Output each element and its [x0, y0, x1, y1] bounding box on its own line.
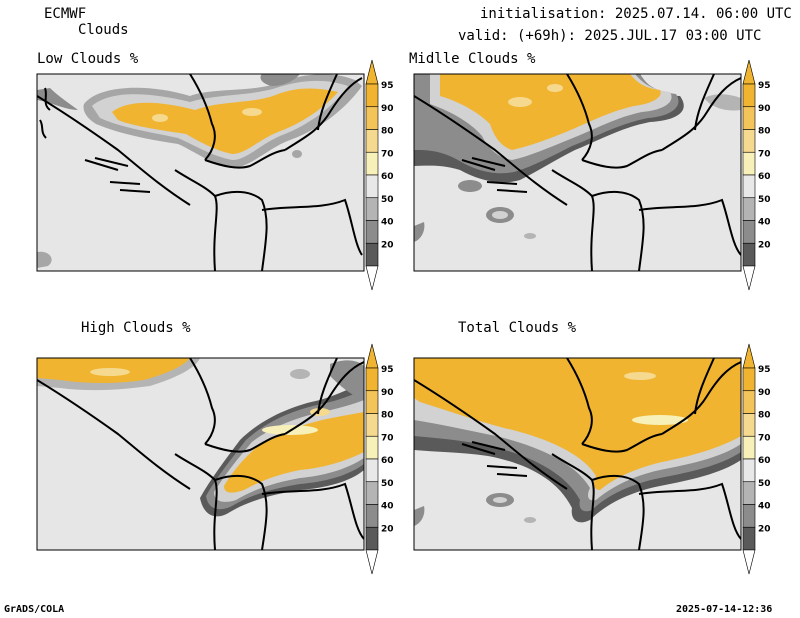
colorbar-tick-label: 20 — [381, 524, 394, 534]
colorbar-top-arrow — [742, 343, 756, 369]
colorbar-segment — [365, 174, 379, 199]
colorbar-top-arrow — [365, 343, 379, 369]
colorbar-bottom-arrow — [365, 549, 379, 575]
colorbar-segment — [365, 390, 379, 414]
colorbar-tick-label: 95 — [758, 365, 771, 375]
colorbar-segment — [742, 129, 756, 153]
colorbar-segment — [742, 367, 756, 392]
colorbar-tick-label: 80 — [758, 127, 771, 137]
colorbar-tick-label: 70 — [758, 149, 771, 159]
colorbar-total: 95 90 80 70 60 50 40 20 — [742, 343, 771, 575]
colorbar-tick-label: 90 — [381, 388, 394, 398]
colorbar-tick-label: 40 — [758, 218, 771, 228]
colorbar-segment — [365, 413, 379, 437]
colorbar-tick-label: 95 — [758, 81, 771, 91]
colorbar-tick-label: 70 — [758, 433, 771, 443]
colorbar-segment — [365, 367, 379, 392]
colorbar-segment — [742, 106, 756, 130]
colorbar-tick-label: 90 — [758, 104, 771, 114]
map-total-clouds — [414, 358, 741, 550]
colorbar-segment — [365, 504, 379, 528]
colorbar-tick-label: 80 — [381, 411, 394, 421]
colorbar-segment — [742, 504, 756, 528]
colorbar-tick-label: 50 — [758, 195, 771, 205]
colorbar-segment — [742, 413, 756, 437]
map-high-clouds — [37, 358, 364, 550]
colorbar-segment — [365, 151, 379, 176]
colorbar-tick-label: 80 — [758, 411, 771, 421]
colorbar-tick-label: 60 — [758, 172, 771, 182]
map-middle-clouds — [414, 74, 741, 271]
colorbar-top-arrow — [365, 59, 379, 85]
colorbar-middle: 95 90 80 70 60 50 40 20 — [742, 59, 771, 291]
colorbar-tick-label: 40 — [758, 502, 771, 512]
colorbar-tick-label: 20 — [381, 240, 394, 250]
colorbar-tick-label: 50 — [381, 195, 394, 205]
colorbar-segment — [742, 151, 756, 176]
product-name: Clouds — [78, 22, 129, 38]
colorbar-segment — [742, 174, 756, 199]
panel-title-high: High Clouds % — [81, 320, 191, 336]
panel-title-middle: Midlle Clouds % — [409, 51, 536, 67]
colorbar-tick-label: 60 — [758, 456, 771, 466]
colorbar-segment — [365, 481, 379, 505]
colorbar-tick-label: 40 — [381, 502, 394, 512]
initialisation-time: initialisation: 2025.07.14. 06:00 UTC — [480, 6, 792, 22]
colorbar-segment — [742, 481, 756, 505]
colorbar-tick-label: 90 — [758, 388, 771, 398]
colorbar-segment — [742, 390, 756, 414]
borders-high — [37, 358, 364, 550]
panel-title-total: Total Clouds % — [458, 320, 577, 336]
borders-total — [414, 358, 741, 550]
colorbar-tick-label: 95 — [381, 81, 394, 91]
colorbar-segment — [365, 435, 379, 460]
colorbar-segment — [742, 220, 756, 244]
colorbar-bottom-arrow — [365, 265, 379, 291]
colorbar-segment — [365, 242, 379, 267]
colorbar-segment — [365, 129, 379, 153]
colorbar-segment — [742, 242, 756, 267]
colorbar-tick-label: 40 — [381, 218, 394, 228]
colorbar-tick-label: 80 — [381, 127, 394, 137]
valid-time: valid: (+69h): 2025.JUL.17 03:00 UTC — [458, 28, 762, 44]
colorbar-tick-label: 95 — [381, 365, 394, 375]
colorbar-segment — [742, 526, 756, 551]
colorbar-bottom-arrow — [742, 265, 756, 291]
colorbar-top-arrow — [742, 59, 756, 85]
colorbar-segment — [365, 197, 379, 221]
colorbar-high: 95 90 80 70 60 50 40 20 — [365, 343, 394, 575]
colorbar-tick-label: 20 — [758, 240, 771, 250]
colorbar-tick-label: 20 — [758, 524, 771, 534]
colorbar-segment — [742, 197, 756, 221]
model-name: ECMWF — [44, 6, 87, 22]
colorbar-tick-label: 60 — [381, 456, 394, 466]
panel-title-low: Low Clouds % — [37, 51, 139, 67]
colorbar-segment — [365, 106, 379, 130]
map-low-clouds — [37, 74, 364, 271]
colorbar-tick-label: 50 — [758, 479, 771, 489]
borders-middle — [414, 74, 741, 271]
colorbar-segment — [742, 435, 756, 460]
colorbar-segment — [742, 458, 756, 483]
footer-software: GrADS/COLA — [4, 604, 65, 615]
colorbar-segment — [742, 83, 756, 108]
colorbar-segment — [365, 458, 379, 483]
colorbar-bottom-arrow — [742, 549, 756, 575]
colorbar-tick-label: 90 — [381, 104, 394, 114]
footer-timestamp: 2025-07-14-12:36 — [676, 604, 773, 615]
colorbar-segment — [365, 220, 379, 244]
colorbar-tick-label: 60 — [381, 172, 394, 182]
colorbar-low: 95 90 80 70 60 50 40 20 — [365, 59, 394, 291]
borders-low — [37, 74, 363, 271]
colorbar-segment — [365, 83, 379, 108]
colorbar-tick-label: 70 — [381, 433, 394, 443]
colorbar-tick-label: 70 — [381, 149, 394, 159]
colorbar-segment — [365, 526, 379, 551]
colorbar-tick-label: 50 — [381, 479, 394, 489]
